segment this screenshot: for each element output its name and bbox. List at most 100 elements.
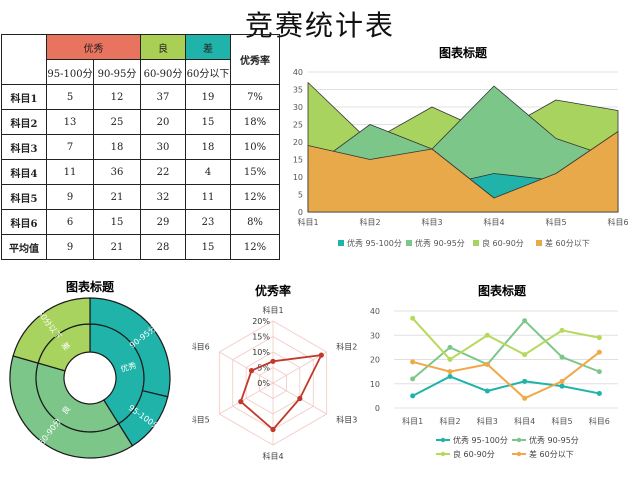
legend-swatch: [536, 240, 542, 246]
table-cell: 18: [185, 134, 231, 160]
legend-label: 良 60-90分: [453, 449, 495, 459]
line-point: [484, 361, 490, 367]
row-label: 科目6: [1, 209, 47, 235]
x-tick-label: 科目5: [545, 217, 566, 227]
y-tick-label: 0: [298, 208, 303, 217]
line-point: [484, 388, 490, 394]
header-excellent-rate: 优秀率: [230, 34, 280, 85]
y-tick-label: 35: [293, 86, 303, 95]
radar-tick-label: 0%: [257, 379, 270, 388]
table-cell: 36: [93, 159, 141, 185]
line-series-2: [411, 317, 600, 361]
line-point: [447, 369, 453, 375]
table-cell: 12%: [230, 234, 280, 260]
legend-label: 优秀 90-95分: [415, 238, 465, 248]
x-tick-label: 科目4: [514, 416, 535, 426]
legend-label: 优秀 95-100分: [347, 238, 402, 248]
table-cell: 23: [185, 209, 231, 235]
area-series-3: [307, 131, 619, 213]
line-point: [559, 354, 565, 360]
line-point: [559, 378, 565, 384]
legend-marker: [440, 437, 446, 443]
y-tick-label: 10: [370, 380, 380, 389]
table-row: 科目2 13 25 20 15 18%: [1, 109, 280, 135]
line-point: [522, 318, 528, 324]
x-tick-label: 科目6: [589, 416, 610, 426]
table-cell: 29: [140, 209, 186, 235]
radar-category-label: 科目4: [262, 451, 283, 461]
y-tick-label: 40: [293, 68, 303, 77]
legend-marker: [516, 437, 522, 443]
legend-marker: [516, 451, 522, 457]
table-cell: 4: [185, 159, 231, 185]
table-row: 科目4 11 36 22 4 15%: [1, 159, 280, 185]
table-row: 科目3 7 18 30 18 10%: [1, 134, 280, 160]
table-row: 科目6 6 15 29 23 8%: [1, 209, 280, 235]
table-cell: 15: [93, 209, 141, 235]
line-point: [484, 332, 490, 338]
table-row: 平均值 9 21 28 15 12%: [1, 234, 280, 260]
table-cell: 12%: [230, 184, 280, 210]
radar-category-label: 科目3: [336, 415, 357, 425]
donut-segment-label: 优秀: [119, 360, 137, 374]
y-tick-label: 15: [293, 156, 303, 165]
row-label: 平均值: [1, 234, 47, 260]
subheader-below-60: 60分以下: [185, 59, 231, 85]
line-point: [447, 357, 453, 362]
table-cell: 22: [140, 159, 186, 185]
legend-swatch: [473, 240, 479, 246]
y-tick-label: 25: [293, 121, 303, 130]
table-cell: 15%: [230, 159, 280, 185]
line-point: [447, 344, 453, 350]
subheader-60-90: 60-90分: [140, 59, 186, 85]
legend-label: 良 60-90分: [482, 238, 524, 248]
table-cell: 8%: [230, 209, 280, 235]
legend-label: 差 60分以下: [545, 238, 590, 248]
table-cell: 6: [46, 209, 94, 235]
radar-category-label: 科目6: [192, 342, 210, 352]
x-tick-label: 科目4: [483, 217, 504, 227]
table-cell: 9: [46, 184, 94, 210]
line-chart: 图表标题 0 10 20 30 40 科目1 科目2 科目3 科目4 科目5 科目6 优秀 95-…: [370, 283, 618, 459]
line-point: [522, 378, 528, 384]
radar-tick-label: 20%: [252, 317, 270, 326]
table-cell: 21: [93, 234, 141, 260]
x-tick-label: 科目3: [477, 416, 498, 426]
table-cell: 21: [93, 184, 141, 210]
table-cell: 10%: [230, 134, 280, 160]
radar-point: [238, 399, 244, 405]
y-tick-label: 20: [293, 138, 303, 147]
radar-chart: 优秀率 科目1 科目2 科目3 科目4 科目5 科目6 0% 5% 10% 15% 20%: [192, 283, 357, 461]
line-point: [596, 349, 602, 355]
table-cell: 7: [46, 134, 94, 160]
header-poor: 差: [185, 34, 231, 60]
line-series-0: [412, 375, 600, 397]
radar-tick-label: 15%: [252, 333, 270, 342]
table-cell: 19: [185, 84, 231, 110]
x-tick-label: 科目3: [421, 217, 442, 227]
table-cell: 15: [185, 109, 231, 135]
table-cell: 15: [185, 234, 231, 260]
x-tick-label: 科目5: [551, 416, 572, 426]
line-point: [410, 315, 416, 321]
row-label: 科目2: [1, 109, 47, 135]
legend-label: 优秀 95-100分: [453, 435, 508, 445]
x-tick-label: 科目2: [439, 416, 460, 426]
table-corner-cell: [1, 34, 47, 85]
line-point: [559, 383, 565, 389]
table-cell: 32: [140, 184, 186, 210]
y-tick-label: 10: [293, 173, 303, 182]
donut-chart-title: 图表标题: [66, 279, 115, 294]
radar-axis: [272, 351, 327, 384]
table-cell: 9: [46, 234, 94, 260]
y-tick-label: 0: [375, 404, 380, 413]
x-tick-label: 科目6: [607, 217, 628, 227]
legend-marker: [440, 451, 446, 457]
table-row: 科目5 9 21 32 11 12%: [1, 184, 280, 210]
line-point: [410, 359, 416, 365]
radar-axis: [219, 382, 274, 415]
y-tick-label: 40: [370, 307, 380, 316]
table-cell: 25: [93, 109, 141, 135]
legend-swatch: [406, 240, 412, 246]
